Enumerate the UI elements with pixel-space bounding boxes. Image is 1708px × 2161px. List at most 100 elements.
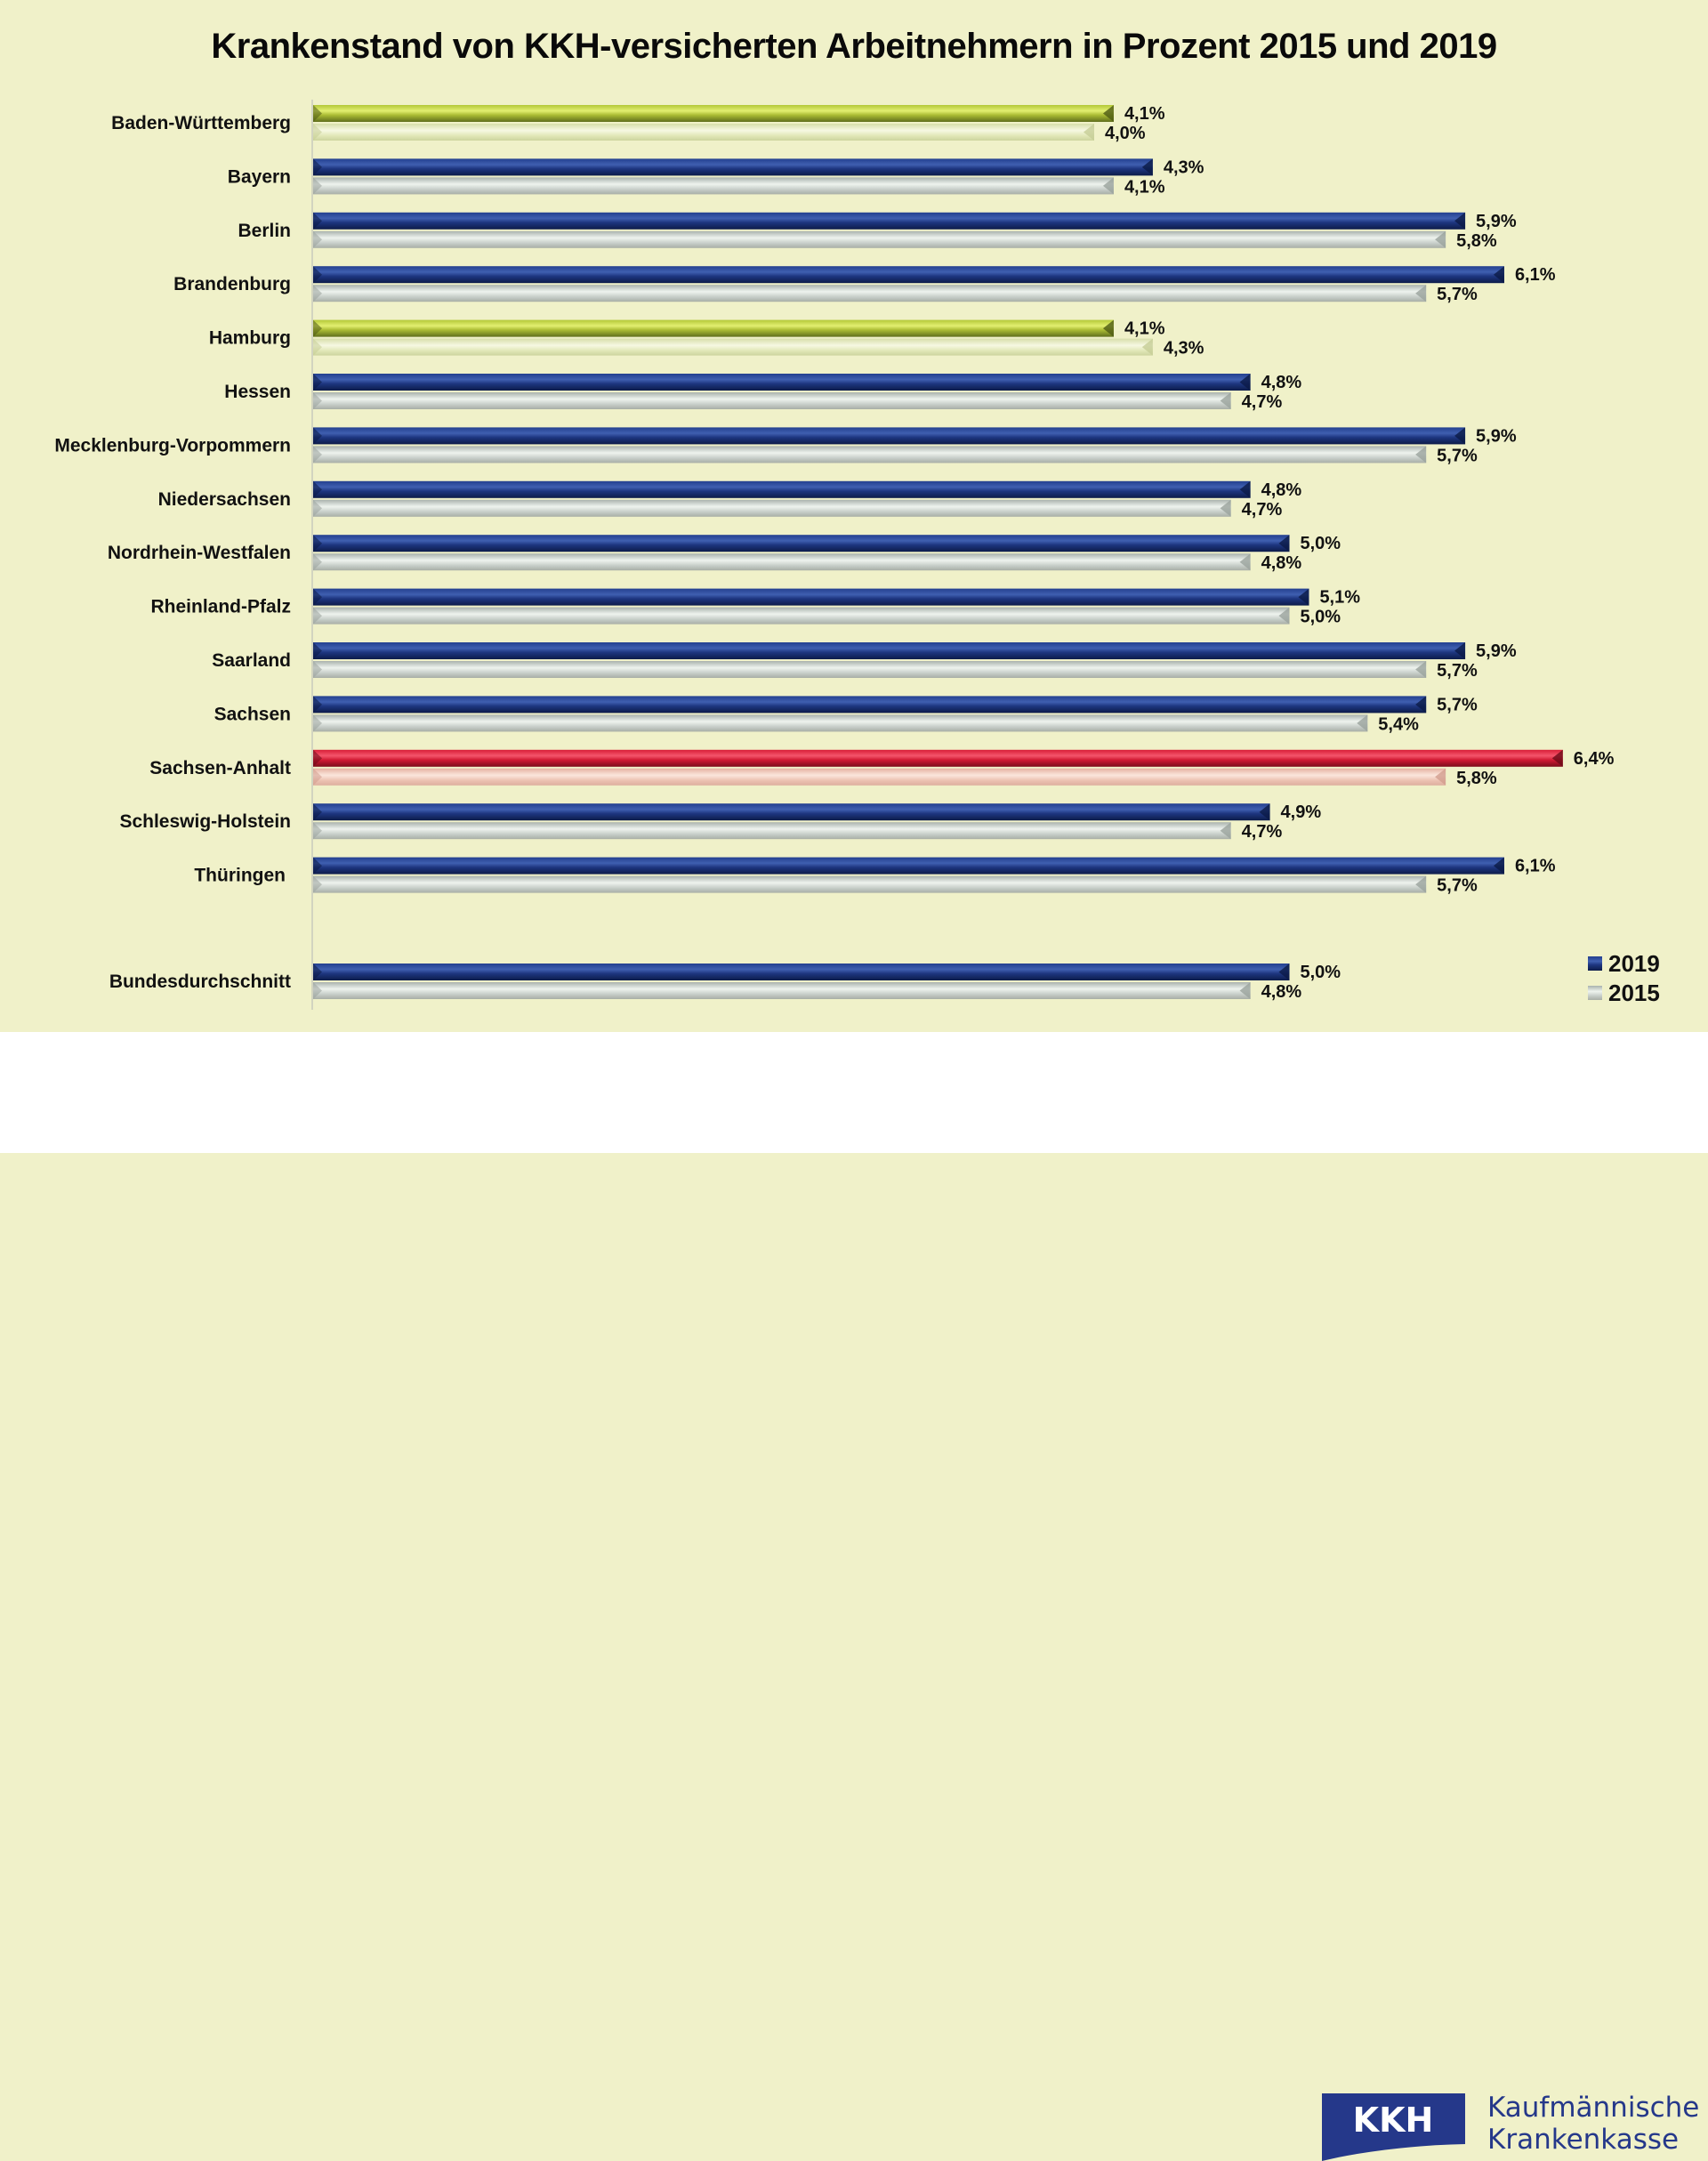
- bar-2019: [313, 588, 1309, 606]
- row-sachsen: Sachsen 5,7% 5,4%: [214, 695, 1478, 734]
- value-label-2015: 4,8%: [1261, 982, 1302, 1002]
- category-label: Mecklenburg-Vorpommern: [54, 435, 291, 456]
- bar-2019: [313, 535, 1290, 552]
- category-label: Sachsen: [214, 704, 291, 724]
- bar-2015: [313, 822, 1231, 840]
- legend-swatch: [1588, 956, 1602, 971]
- row-niedersachsen: Niedersachsen 4,8%4,7%: [158, 480, 1302, 520]
- kkh-logo-mark: KKH: [1322, 2093, 1466, 2161]
- row-hessen: Hessen 4,8%4,7%: [224, 373, 1301, 412]
- value-label-2019: 5,7%: [1437, 695, 1478, 714]
- bar-2019: [313, 803, 1270, 821]
- value-label-2015: 4,1%: [1124, 177, 1165, 197]
- bar-2019: [313, 696, 1427, 714]
- category-label: Saarland: [212, 650, 291, 671]
- bar-chart: Baden-Württemberg 4,1%4,0%Bayern 4,3%4,1%B…: [54, 100, 1660, 1010]
- logo-line-2: Krankenkasse: [1487, 2124, 1680, 2156]
- value-label-2015: 4,0%: [1105, 124, 1146, 143]
- value-label-2015: 5,7%: [1437, 285, 1478, 304]
- row-thueringen: Thüringen 6,1% 5,7%: [194, 857, 1555, 896]
- bar-2015: [313, 714, 1368, 732]
- category-label: Hessen: [224, 382, 291, 402]
- value-label-2015: 4,7%: [1242, 392, 1283, 412]
- row-nordrhein-westfalen: Nordrhein-Westfalen 5,0%4,8%: [108, 534, 1341, 573]
- row-rheinland-pfalz: Rheinland-Pfalz 5,1%5,0%: [150, 588, 1360, 627]
- footer-band: KKH Kaufmännische Krankenkasse: [0, 1032, 1708, 2161]
- category-label: Niedersachsen: [158, 489, 291, 510]
- bar-2019: [313, 105, 1114, 122]
- category-label: Bayern: [228, 166, 291, 187]
- bar-2019: [313, 266, 1504, 284]
- bar-2019: [313, 427, 1466, 445]
- bar-2015: [313, 446, 1427, 464]
- bar-2015: [313, 124, 1094, 141]
- legend-item-2019: 2019: [1588, 950, 1660, 977]
- bar-2019: [313, 374, 1251, 391]
- row-hamburg: Hamburg 4,1%4,3%: [209, 319, 1204, 359]
- legend-item-2015: 2015: [1588, 980, 1660, 1006]
- value-label-2019: 5,0%: [1301, 963, 1341, 982]
- bar-2019: [313, 642, 1466, 659]
- value-label-2015: 5,0%: [1301, 608, 1341, 627]
- row-berlin: Berlin 5,9%5,8%: [238, 212, 1516, 251]
- bar-2019: [313, 319, 1114, 337]
- value-label-2019: 4,1%: [1124, 319, 1165, 339]
- bar-2015: [313, 607, 1290, 625]
- row-bundesdurchschnitt: Bundesdurchschnitt 5,0%4,8%: [109, 963, 1341, 1002]
- value-label-2019: 5,9%: [1476, 212, 1517, 231]
- chart-title: Krankenstand von KKH-versicherten Arbeit…: [211, 27, 1497, 66]
- value-label-2015: 4,8%: [1261, 553, 1302, 573]
- bar-2015: [313, 285, 1427, 302]
- value-label-2019: 4,3%: [1164, 157, 1204, 177]
- footer-strip: [0, 1153, 1708, 1196]
- category-label: Schleswig-Holstein: [119, 811, 291, 832]
- bar-2015: [313, 392, 1231, 409]
- category-label: Sachsen-Anhalt: [149, 758, 291, 778]
- category-label: Baden-Württemberg: [111, 113, 291, 133]
- bar-2015: [313, 875, 1427, 893]
- value-label-2019: 5,0%: [1301, 534, 1341, 553]
- value-label-2019: 5,1%: [1319, 588, 1360, 608]
- bar-2015: [313, 499, 1231, 517]
- value-label-2015: 5,7%: [1437, 446, 1478, 465]
- row-mecklenburg-vorpommern: Mecklenburg-Vorpommern 5,9%5,7%: [54, 426, 1517, 465]
- value-label-2015: 4,3%: [1164, 339, 1204, 359]
- value-label-2019: 5,9%: [1476, 641, 1517, 661]
- value-label-2015: 4,7%: [1242, 500, 1283, 520]
- logo-line-1: Kaufmännische: [1487, 2092, 1700, 2124]
- kkh-logo-mark-text: KKH: [1353, 2101, 1434, 2140]
- category-label: Rheinland-Pfalz: [150, 597, 291, 617]
- value-label-2019: 4,1%: [1124, 104, 1165, 124]
- legend-label: 2015: [1608, 980, 1660, 1006]
- category-label: Thüringen: [194, 866, 286, 886]
- bar-2015: [313, 982, 1251, 999]
- row-brandenburg: Brandenburg 6,1% 5,7%: [173, 265, 1556, 304]
- bar-2015: [313, 177, 1114, 195]
- value-label-2015: 5,7%: [1437, 876, 1478, 896]
- bar-2019: [313, 749, 1563, 767]
- legend-label: 2019: [1608, 950, 1660, 977]
- row-sachsen-anhalt: Sachsen-Anhalt 6,4% 5,8%: [149, 749, 1614, 788]
- kkh-logo: KKH Kaufmännische Krankenkasse: [1322, 2092, 1700, 2161]
- category-label: Berlin: [238, 221, 291, 241]
- value-label-2019: 4,8%: [1261, 480, 1302, 500]
- value-label-2019: 4,8%: [1261, 373, 1302, 392]
- value-label-2019: 4,9%: [1281, 802, 1322, 822]
- bar-2015: [313, 768, 1446, 786]
- bar-2019: [313, 857, 1504, 875]
- category-label: Nordrhein-Westfalen: [108, 543, 291, 563]
- category-label: Bundesdurchschnitt: [109, 972, 291, 992]
- value-label-2015: 5,8%: [1456, 231, 1497, 251]
- category-label: Hamburg: [209, 328, 291, 349]
- value-label-2015: 4,7%: [1242, 822, 1283, 842]
- bar-2015: [313, 661, 1427, 678]
- value-label-2019: 5,9%: [1476, 426, 1517, 446]
- bar-2019: [313, 158, 1153, 176]
- row-saarland: Saarland 5,9%5,7%: [212, 641, 1517, 681]
- bar-2019: [313, 212, 1466, 230]
- chart-area: Krankenstand von KKH-versicherten Arbeit…: [0, 0, 1708, 1032]
- category-label: Brandenburg: [173, 274, 291, 294]
- value-label-2015: 5,4%: [1378, 714, 1419, 734]
- bar-2019: [313, 480, 1251, 498]
- value-label-2019: 6,4%: [1574, 749, 1615, 769]
